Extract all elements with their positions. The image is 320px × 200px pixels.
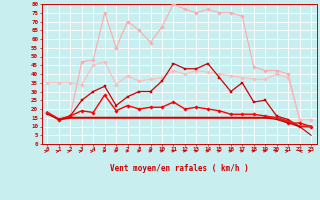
X-axis label: Vent moyen/en rafales ( km/h ): Vent moyen/en rafales ( km/h ) <box>110 164 249 173</box>
